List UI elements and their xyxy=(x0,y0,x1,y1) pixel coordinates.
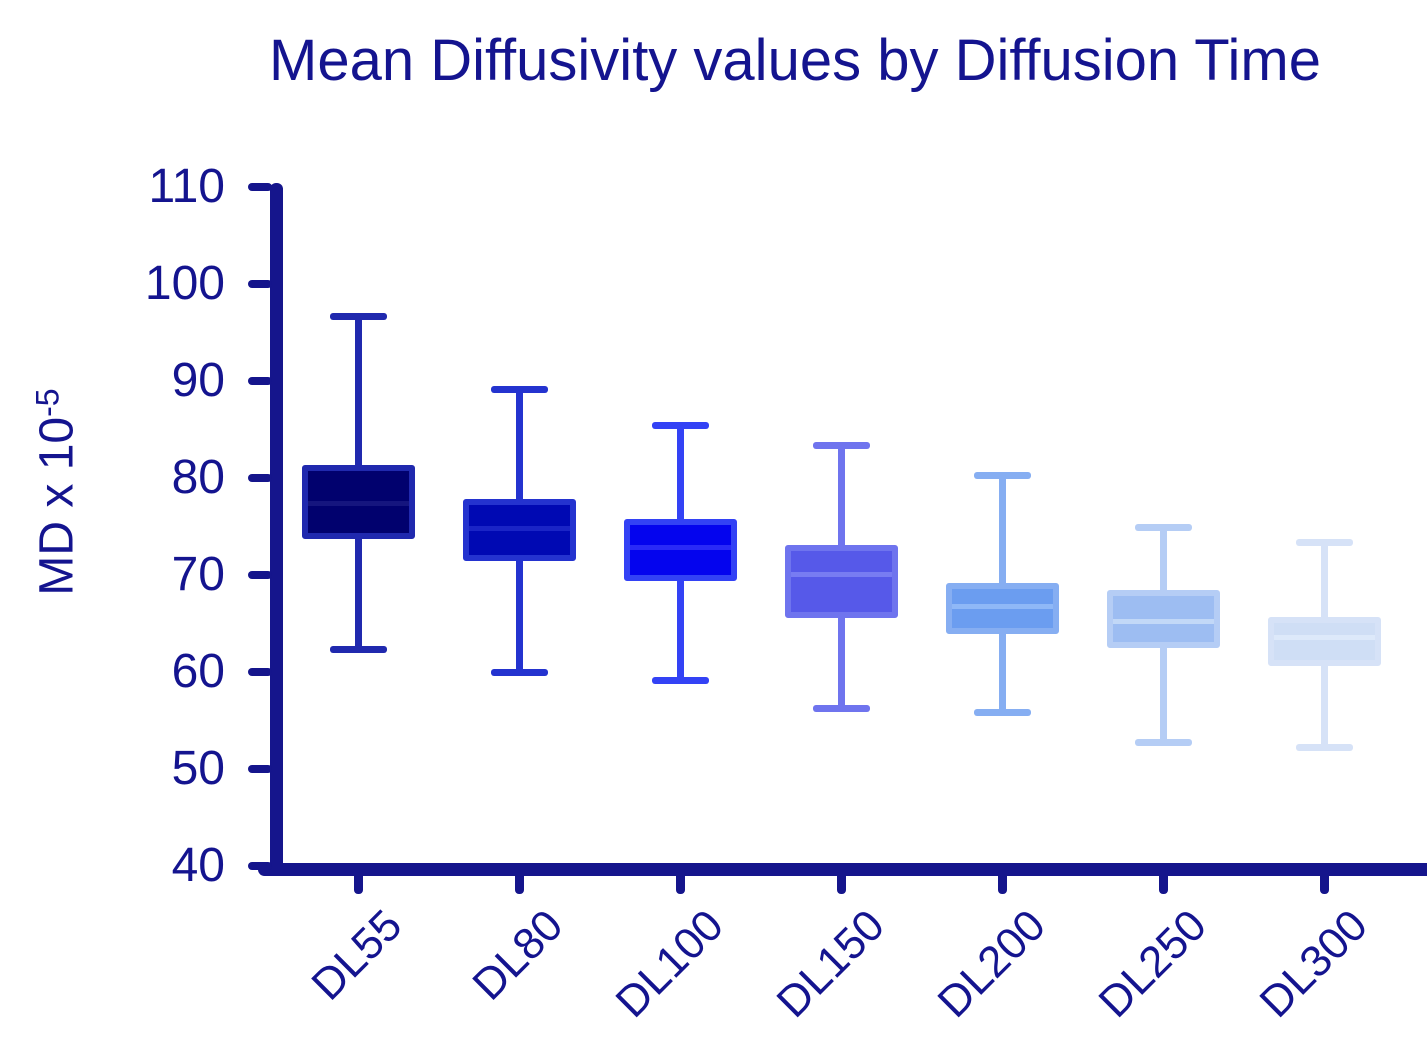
box-whisker-cap-bottom xyxy=(812,705,870,713)
y-tick-label: 90 xyxy=(171,354,225,407)
box-whisker-cap-top xyxy=(329,312,387,320)
box-rect xyxy=(784,544,898,618)
box-median-line xyxy=(790,571,892,577)
box-rect xyxy=(1267,616,1381,667)
y-tick-label: 70 xyxy=(171,548,225,601)
x-tick xyxy=(1158,876,1168,894)
box-median-line xyxy=(307,500,409,506)
y-tick-label: 50 xyxy=(171,742,225,795)
y-tick xyxy=(248,183,272,191)
box-whisker-cap-bottom xyxy=(1134,739,1192,747)
y-tick-label: 80 xyxy=(171,451,225,504)
x-tick xyxy=(353,876,363,894)
box-median-line xyxy=(629,545,731,551)
x-tick xyxy=(1319,876,1329,894)
y-tick-label: 40 xyxy=(171,839,225,892)
x-tick xyxy=(997,876,1007,894)
box-whisker-cap-top xyxy=(490,386,548,394)
x-tick-label: DL100 xyxy=(606,900,734,1027)
x-tick xyxy=(514,876,524,894)
box-median-line xyxy=(468,525,570,531)
box-rect xyxy=(1106,589,1220,648)
x-tick-label: DL55 xyxy=(302,900,412,1010)
y-tick-label: 100 xyxy=(144,257,225,310)
y-tick xyxy=(248,668,272,676)
box-whisker-cap-top xyxy=(812,441,870,449)
box-whisker-cap-top xyxy=(973,471,1031,479)
y-axis-line xyxy=(270,183,283,876)
box-whisker-cap-bottom xyxy=(490,668,548,676)
box-whisker-cap-bottom xyxy=(329,646,387,654)
x-tick-label: DL300 xyxy=(1250,900,1378,1027)
x-tick-label: DL80 xyxy=(463,900,573,1010)
x-tick xyxy=(675,876,685,894)
y-tick xyxy=(248,862,272,870)
box-median-line xyxy=(1273,634,1375,640)
box-whisker-cap-top xyxy=(651,422,709,430)
y-tick xyxy=(248,280,272,288)
box-whisker-cap-bottom xyxy=(651,677,709,685)
x-tick-label: DL150 xyxy=(767,900,895,1027)
x-tick-label: DL250 xyxy=(1089,900,1217,1027)
x-tick xyxy=(836,876,846,894)
box-whisker-cap-bottom xyxy=(1295,744,1353,752)
box-whisker-cap-top xyxy=(1134,523,1192,531)
box-whisker-cap-top xyxy=(1295,539,1353,547)
box-median-line xyxy=(951,603,1053,609)
x-tick-label: DL200 xyxy=(928,900,1056,1027)
y-tick-label: 60 xyxy=(171,645,225,698)
y-tick xyxy=(248,765,272,773)
x-axis-line xyxy=(258,863,1427,876)
y-tick xyxy=(248,377,272,385)
y-tick-label: 110 xyxy=(148,160,225,213)
y-tick xyxy=(248,571,272,579)
box-whisker-cap-bottom xyxy=(973,709,1031,717)
chart-title: Mean Diffusivity values by Diffusion Tim… xyxy=(269,28,1321,93)
y-tick xyxy=(248,474,272,482)
box-median-line xyxy=(1112,619,1214,625)
